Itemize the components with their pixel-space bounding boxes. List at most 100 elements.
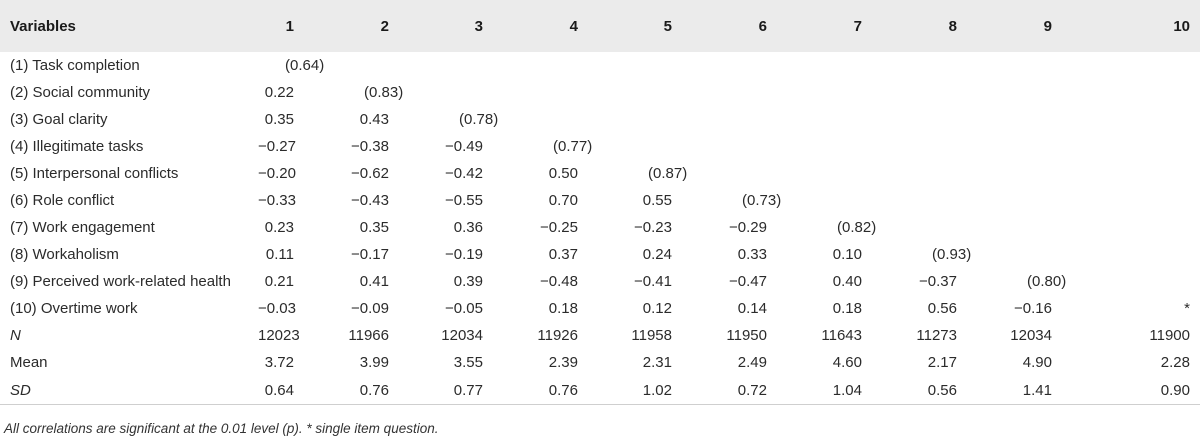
table-cell: 0.77 — [429, 376, 523, 405]
table-cell: 0.76 — [523, 376, 618, 405]
table-cell: −0.16 — [1014, 300, 1052, 317]
table-cell — [997, 214, 1092, 241]
table-row: (1) Task completion (0.64) — [0, 52, 1200, 79]
table-cell — [902, 133, 997, 160]
table-cell — [997, 241, 1092, 268]
table-cell — [523, 79, 618, 106]
table-cell — [997, 133, 1092, 160]
table-cell — [997, 52, 1092, 79]
table-cell: 2.28 — [1160, 354, 1190, 371]
table-cell: 0.24 — [642, 246, 672, 263]
table-cell: * — [1184, 300, 1190, 317]
table-cell: 0.33 — [737, 246, 767, 263]
table-cell — [902, 79, 997, 106]
table-cell — [618, 133, 712, 160]
table-cell: 3.99 — [359, 354, 389, 371]
table-cell: 1.41 — [997, 376, 1092, 405]
row-label: SD — [0, 376, 258, 405]
table-cell — [523, 106, 618, 133]
table-cell: 0.76 — [334, 376, 429, 405]
table-cell: 0.18 — [832, 300, 862, 317]
table-row: N 12023 11966 12034 11926 11958 11950 11643 1127… — [0, 322, 1200, 349]
table-cell — [807, 106, 902, 133]
table-cell — [1092, 52, 1200, 79]
table-cell — [1092, 160, 1200, 187]
table-cell: (0.77) — [553, 138, 593, 155]
table-cell — [807, 133, 902, 160]
table-cell — [807, 79, 902, 106]
row-label: (6) Role conflict — [10, 192, 115, 209]
table-cell: 0.36 — [453, 219, 483, 236]
table-cell — [1092, 79, 1200, 106]
header-col-8: 8 — [902, 0, 997, 52]
table-cell — [997, 79, 1092, 106]
table-row: (5) Interpersonal conflicts −0.20 −0.62 −0.… — [0, 160, 1200, 187]
table-cell: 0.40 — [832, 273, 862, 290]
table-cell: 0.55 — [642, 192, 672, 209]
table-cell — [429, 52, 523, 79]
table-cell — [712, 133, 807, 160]
table-cell: −0.27 — [258, 138, 296, 155]
table-cell: −0.03 — [258, 300, 296, 317]
row-label: Mean — [10, 354, 48, 371]
header-col-9: 9 — [997, 0, 1092, 52]
table-cell — [712, 160, 807, 187]
table-cell: 11273 — [916, 327, 957, 344]
header-col-4: 4 — [523, 0, 618, 52]
table-cell: 11950 — [726, 327, 767, 344]
table-cell: (0.73) — [742, 192, 782, 209]
table-cell — [1092, 187, 1200, 214]
table-cell: −0.09 — [351, 300, 389, 317]
table-footnote: All correlations are significant at the … — [4, 421, 439, 436]
row-label: (9) Perceived work-related health — [10, 273, 231, 290]
header-col-10: 10 — [1092, 0, 1200, 52]
table-cell: 4.60 — [832, 354, 862, 371]
table-cell: 0.64 — [258, 376, 334, 405]
table-cell: 11958 — [631, 327, 672, 344]
row-label: (7) Work engagement — [10, 219, 155, 236]
table-cell: 1.04 — [807, 376, 902, 405]
table-cell: −0.19 — [445, 246, 483, 263]
row-label: (1) Task completion — [10, 57, 140, 74]
table-row: SD 0.64 0.76 0.77 0.76 1.02 0.72 1.04 0.56 1.41 0.… — [0, 376, 1200, 405]
table-cell — [902, 160, 997, 187]
table-cell: 0.11 — [265, 246, 294, 263]
table-cell: (0.82) — [837, 219, 877, 236]
table-body: (1) Task completion (0.64) (2) Social comm… — [0, 52, 1200, 405]
table-cell — [902, 106, 997, 133]
table-cell — [712, 106, 807, 133]
table-cell — [618, 79, 712, 106]
table-cell: 0.72 — [712, 376, 807, 405]
table-row: (10) Overtime work −0.03 −0.09 −0.05 0.18 0.1… — [0, 295, 1200, 322]
table-row: Mean 3.72 3.99 3.55 2.39 2.31 2.49 4.60 2.17 4.90… — [0, 349, 1200, 376]
table-cell: 0.22 — [264, 84, 294, 101]
table-cell: (0.87) — [648, 165, 688, 182]
row-label: (10) Overtime work — [10, 300, 138, 317]
table-cell: 12034 — [1010, 327, 1052, 344]
table-cell: −0.05 — [445, 300, 483, 317]
table-cell: 0.23 — [264, 219, 294, 236]
table-cell: −0.37 — [919, 273, 957, 290]
table-cell: (0.80) — [1027, 273, 1067, 290]
header-col-6: 6 — [712, 0, 807, 52]
table-cell: (0.93) — [932, 246, 972, 263]
table-cell: −0.33 — [258, 192, 296, 209]
header-col-3: 3 — [429, 0, 523, 52]
table-cell: −0.29 — [729, 219, 767, 236]
table-row: (4) Illegitimate tasks −0.27 −0.38 −0.49 (0.… — [0, 133, 1200, 160]
table-cell: −0.48 — [540, 273, 578, 290]
table-cell — [712, 79, 807, 106]
header-col-1: 1 — [258, 0, 334, 52]
table-cell: 2.31 — [642, 354, 672, 371]
table-cell: −0.47 — [729, 273, 767, 290]
table-cell: 12034 — [441, 327, 483, 344]
table-cell: 0.39 — [453, 273, 483, 290]
table-cell: 1.02 — [618, 376, 712, 405]
table-row: (8) Workaholism 0.11 −0.17 −0.19 0.37 0.24 0.3… — [0, 241, 1200, 268]
table-cell: −0.42 — [445, 165, 483, 182]
table-cell: (0.64) — [285, 57, 325, 74]
table-cell: 11900 — [1149, 327, 1190, 344]
table-cell — [712, 52, 807, 79]
table-row: (2) Social community 0.22 (0.83) — [0, 79, 1200, 106]
